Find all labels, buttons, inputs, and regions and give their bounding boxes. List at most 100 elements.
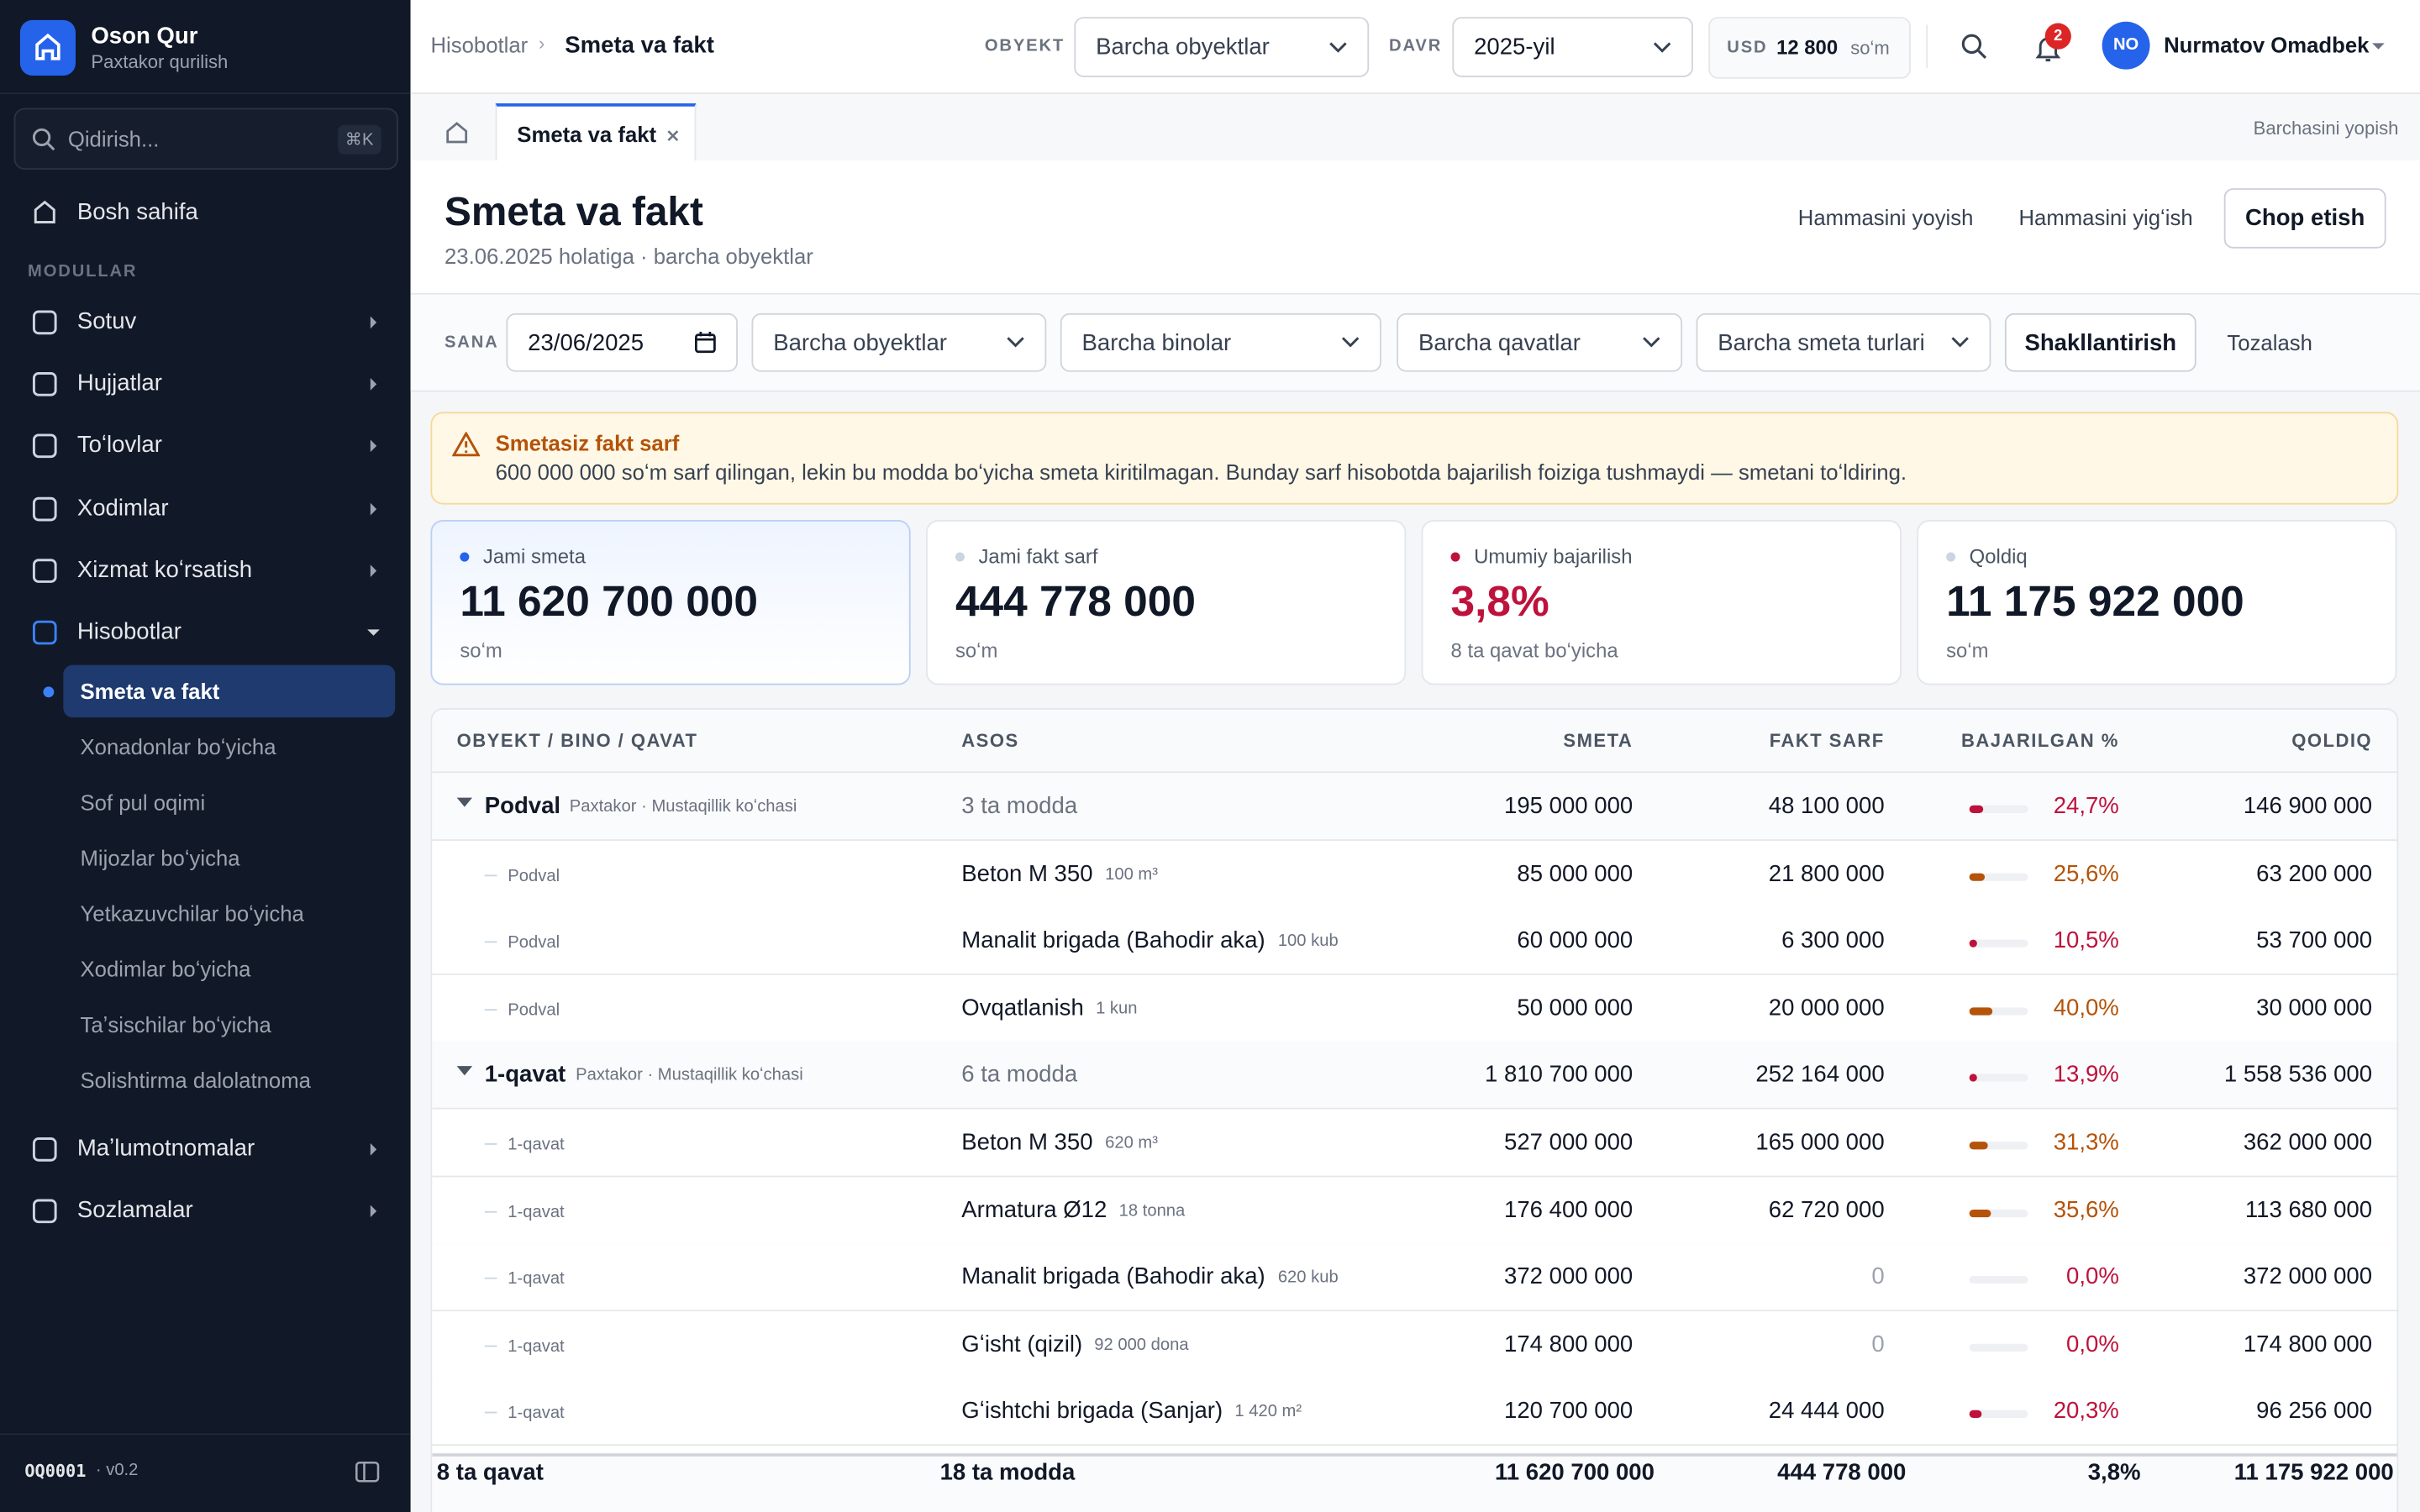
progress-bar bbox=[1969, 1410, 1981, 1419]
card-label: Qoldiq bbox=[1969, 544, 2028, 568]
currency-rate: 12 800 bbox=[1776, 35, 1839, 59]
group-location: Paxtakor · Mustaqillik koʻchasi bbox=[569, 797, 797, 816]
submenu-item[interactable]: Mijozlar boʻyicha bbox=[80, 845, 240, 870]
submenu-item[interactable]: Sof pul oqimi bbox=[80, 790, 206, 815]
table-row[interactable] bbox=[432, 1042, 2397, 1110]
filter-select[interactable]: Barcha smeta turlari bbox=[1696, 312, 1991, 372]
footer-cell: 8 ta qavat bbox=[436, 1459, 544, 1486]
menu-item[interactable]: Hisobotlar bbox=[76, 618, 182, 645]
expand-toggle[interactable] bbox=[456, 797, 473, 807]
active-dot bbox=[43, 686, 55, 698]
footer-cell: 444 778 000 bbox=[1777, 1459, 1907, 1486]
level: 1-qavat bbox=[508, 1135, 565, 1154]
filter-select[interactable]: Barcha qavatlar bbox=[1397, 312, 1683, 372]
search[interactable]: Qidirish... ⌘K bbox=[13, 108, 398, 171]
progress-track bbox=[1969, 1276, 2028, 1284]
progress-bar bbox=[1969, 805, 1984, 813]
print[interactable]: Chop etish bbox=[2223, 188, 2386, 249]
smeta: 85 000 000 bbox=[1517, 860, 1634, 887]
date-input[interactable]: 23/06/2025 bbox=[506, 312, 738, 372]
menu-item[interactable]: Hujjatlar bbox=[76, 370, 162, 397]
breadcrumb-sep: › bbox=[539, 32, 545, 55]
item-name: Manalit brigada (Bahodir aka) bbox=[961, 1263, 1265, 1290]
table-row bbox=[432, 840, 2397, 909]
item-name: Beton M 350 bbox=[961, 860, 1093, 887]
percent: 0,0% bbox=[2066, 1331, 2119, 1357]
filter-select[interactable]: Barcha binolar bbox=[1060, 312, 1381, 372]
object-select[interactable]: Barcha obyektlar bbox=[1074, 17, 1370, 77]
submenu-item[interactable]: Taʼsischilar boʻyicha bbox=[80, 1011, 271, 1037]
item-name: Gʻisht (qizil) bbox=[961, 1331, 1083, 1357]
column-header: FAKT SARF bbox=[1769, 729, 1885, 752]
search-shortcut: ⌘K bbox=[337, 124, 381, 155]
level: Podval bbox=[508, 933, 560, 953]
menu-item[interactable]: Toʻlovlar bbox=[76, 433, 162, 459]
breadcrumb[interactable]: Hisobotlar bbox=[430, 32, 529, 57]
card-label: Jami smeta bbox=[482, 544, 586, 568]
filter-value: Barcha obyektlar bbox=[773, 329, 947, 356]
card-label: Jami fakt sarf bbox=[978, 544, 1098, 568]
level: Podval bbox=[508, 866, 560, 885]
object-label: OBYEKT bbox=[984, 37, 1065, 56]
smeta: 176 400 000 bbox=[1504, 1196, 1634, 1223]
item-unit: 1 420 m² bbox=[1234, 1403, 1302, 1422]
card-dot bbox=[955, 552, 965, 562]
user-name[interactable]: Nurmatov Omadbek bbox=[2164, 32, 2370, 57]
filter-value: Barcha qavatlar bbox=[1418, 329, 1581, 356]
fakt: 21 800 000 bbox=[1768, 860, 1885, 887]
footer-code: OQ0001 bbox=[24, 1461, 87, 1482]
smeta: 60 000 000 bbox=[1517, 927, 1634, 954]
alert-text: 600 000 000 soʻm sarf qilingan, lekin bu… bbox=[495, 459, 1907, 485]
search-button[interactable] bbox=[1960, 33, 1988, 60]
submenu-item[interactable]: Yetkazuvchilar boʻyicha bbox=[80, 900, 304, 927]
smeta: 195 000 000 bbox=[1504, 793, 1634, 820]
card-value: 11 175 922 000 bbox=[1946, 576, 2244, 625]
avatar[interactable]: NO bbox=[2102, 21, 2150, 70]
tab[interactable]: Smeta va fakt bbox=[495, 103, 697, 162]
submenu-item[interactable]: Xonadonlar boʻyicha bbox=[80, 734, 276, 759]
percent: 10,5% bbox=[2053, 927, 2119, 954]
progress-bar bbox=[1969, 1209, 1991, 1217]
level: 1-qavat bbox=[508, 1404, 565, 1424]
percent: 25,6% bbox=[2053, 860, 2119, 887]
asos: 3 ta modda bbox=[961, 793, 1078, 820]
table-row[interactable] bbox=[432, 773, 2397, 842]
tab-home[interactable] bbox=[445, 120, 469, 144]
card-label: Umumiy bajarilish bbox=[1474, 544, 1633, 568]
column-header: BAJARILGAN % bbox=[1960, 729, 2119, 752]
qoldiq: 1 558 536 000 bbox=[2223, 1062, 2373, 1089]
table: OBYEKT / BINO / QAVAT ASOS SMETA FAKT SARF B… bbox=[430, 708, 2399, 1512]
collapse-all[interactable]: Hammasini yigʻish bbox=[2018, 205, 2193, 230]
asos: 6 ta modda bbox=[961, 1062, 1078, 1089]
menu-item[interactable]: Maʼlumotnomalar bbox=[76, 1135, 255, 1163]
level: Podval bbox=[508, 1000, 560, 1020]
close-all[interactable]: Barchasini yopish bbox=[2253, 117, 2399, 139]
expand-toggle[interactable] bbox=[456, 1066, 473, 1076]
collapse[interactable] bbox=[355, 1461, 380, 1483]
smeta: 50 000 000 bbox=[1517, 995, 1634, 1021]
reset[interactable]: Tozalash bbox=[2227, 330, 2312, 355]
filter-select[interactable]: Barcha obyektlar bbox=[751, 312, 1047, 372]
group-location: Paxtakor · Mustaqillik koʻchasi bbox=[576, 1066, 803, 1085]
item-name: Gʻishtchi brigada (Sanjar) bbox=[961, 1398, 1223, 1425]
qoldiq: 362 000 000 bbox=[2243, 1129, 2373, 1156]
menu-item[interactable]: Sozlamalar bbox=[76, 1197, 193, 1224]
submenu-item[interactable]: Xodimlar boʻyicha bbox=[80, 956, 251, 982]
item-unit: 1 kun bbox=[1096, 999, 1138, 1018]
expand-all[interactable]: Hammasini yoyish bbox=[1797, 205, 1974, 230]
menu-item[interactable]: Xizmat koʻrsatish bbox=[76, 556, 253, 583]
submit[interactable]: Shakllantirish bbox=[2004, 312, 2196, 372]
card-unit: soʻm bbox=[955, 638, 998, 662]
level: 1-qavat bbox=[508, 1269, 565, 1289]
menu-item[interactable]: Xodimlar bbox=[76, 494, 169, 522]
indent bbox=[484, 1345, 497, 1347]
submenu-item[interactable]: Solishtirma dalolatnoma bbox=[80, 1068, 311, 1093]
menu-home[interactable]: Bosh sahifa bbox=[76, 198, 198, 226]
search-placeholder: Qidirish... bbox=[67, 126, 160, 152]
period-select[interactable]: 2025-yil bbox=[1452, 17, 1693, 77]
submenu-item[interactable]: Smeta va fakt bbox=[80, 679, 220, 704]
menu-item[interactable]: Sotuv bbox=[76, 308, 137, 335]
progress-track bbox=[1969, 805, 2028, 813]
level: 1-qavat bbox=[508, 1202, 565, 1221]
